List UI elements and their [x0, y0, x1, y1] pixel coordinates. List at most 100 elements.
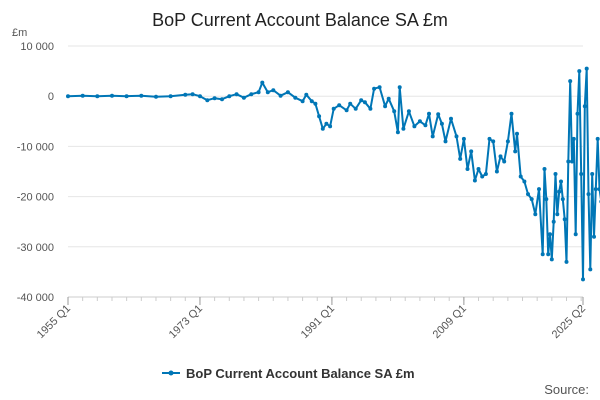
data-point — [462, 137, 466, 141]
data-point — [480, 175, 484, 179]
data-point — [499, 154, 503, 158]
data-point — [328, 124, 332, 128]
data-point — [227, 94, 231, 98]
data-point — [110, 94, 114, 98]
legend-series-marker — [169, 371, 174, 376]
legend[interactable]: BoP Current Account Balance SA £m — [162, 366, 415, 381]
data-point — [466, 167, 470, 171]
data-point — [572, 137, 576, 141]
data-point — [249, 92, 253, 96]
data-point — [541, 252, 545, 256]
x-tick-label: 1955 Q1 — [35, 303, 73, 341]
data-point — [583, 104, 587, 108]
series-layer — [66, 67, 600, 282]
data-point — [506, 139, 510, 143]
data-point — [565, 260, 569, 264]
data-point — [125, 94, 129, 98]
data-point — [548, 232, 552, 236]
data-point — [354, 107, 358, 111]
y-axis-unit-label: £m — [12, 27, 27, 39]
data-point — [566, 160, 570, 164]
data-point — [359, 98, 363, 102]
chart-title: BoP Current Account Balance SA £m — [152, 10, 448, 30]
data-point — [559, 180, 563, 184]
data-point — [519, 175, 523, 179]
data-point — [324, 122, 328, 126]
data-point — [440, 122, 444, 126]
data-point — [449, 117, 453, 121]
data-point — [293, 96, 297, 100]
data-point — [431, 134, 435, 138]
data-point — [568, 79, 572, 83]
data-point — [198, 94, 202, 98]
data-point — [555, 212, 559, 216]
data-point — [260, 81, 264, 85]
data-point — [563, 217, 567, 221]
y-tick-label: -20 000 — [17, 192, 54, 204]
data-point — [205, 98, 209, 102]
data-point — [594, 187, 598, 191]
data-point — [139, 94, 143, 98]
data-point — [530, 197, 534, 201]
series-line — [68, 69, 600, 280]
data-point — [544, 197, 548, 201]
data-point — [579, 172, 583, 176]
data-point — [552, 220, 556, 224]
data-point — [576, 112, 580, 116]
data-point — [321, 127, 325, 131]
data-point — [310, 99, 314, 103]
data-point — [348, 102, 352, 106]
data-point — [66, 94, 70, 98]
data-point — [469, 149, 473, 153]
data-point — [570, 160, 574, 164]
data-point — [577, 69, 581, 73]
data-point — [332, 107, 336, 111]
data-point — [368, 107, 372, 111]
data-point — [526, 192, 530, 196]
data-point — [401, 127, 405, 131]
data-point — [317, 114, 321, 118]
data-point — [455, 134, 459, 138]
data-point — [561, 197, 565, 201]
data-point — [557, 190, 561, 194]
data-point — [266, 90, 270, 94]
data-point — [271, 88, 275, 92]
data-point — [363, 100, 367, 104]
y-tick-label: -40 000 — [17, 292, 54, 304]
data-point — [95, 94, 99, 98]
data-point — [510, 112, 514, 116]
data-point — [383, 104, 387, 108]
gridlines — [68, 46, 583, 297]
data-point — [213, 96, 217, 100]
data-point — [473, 179, 477, 183]
data-point — [279, 94, 283, 98]
data-point — [372, 87, 376, 91]
data-point — [444, 139, 448, 143]
data-point — [592, 235, 596, 239]
data-point — [427, 112, 431, 116]
data-point — [533, 212, 537, 216]
legend-series-label: BoP Current Account Balance SA £m — [186, 366, 415, 381]
data-point — [183, 93, 187, 97]
data-point — [412, 124, 416, 128]
data-point — [458, 157, 462, 161]
data-point — [491, 139, 495, 143]
data-point — [387, 97, 391, 101]
data-point — [477, 167, 481, 171]
data-point — [398, 85, 402, 89]
data-point — [543, 167, 547, 171]
data-point — [423, 123, 427, 127]
data-point — [378, 85, 382, 89]
data-point — [392, 109, 396, 113]
data-point — [396, 130, 400, 134]
data-point — [337, 103, 341, 107]
data-point — [513, 149, 517, 153]
data-point — [546, 252, 550, 256]
data-point — [587, 192, 591, 196]
y-axis: 10 000 0 -10 000 -20 000 -30 000 -40 000 — [17, 41, 54, 304]
source-label: Source: — [544, 382, 589, 397]
y-tick-label: -30 000 — [17, 242, 54, 254]
data-point — [522, 180, 526, 184]
data-point — [484, 172, 488, 176]
